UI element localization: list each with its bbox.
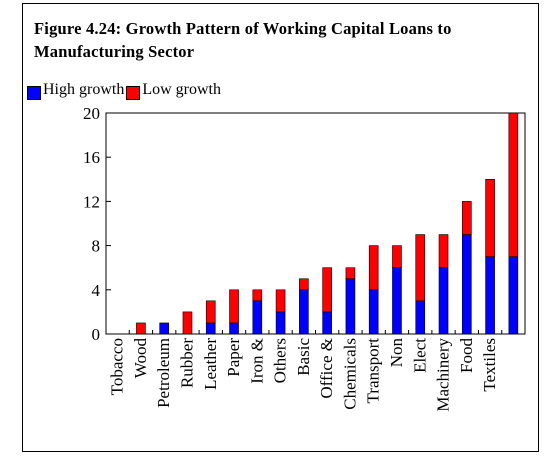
bar-low-growth xyxy=(136,322,146,335)
bar-low-growth xyxy=(322,267,332,313)
y-tick-label: 4 xyxy=(92,281,101,300)
legend-item-high: High growth xyxy=(27,80,124,100)
bar-low-growth xyxy=(485,179,495,257)
bar-high-growth xyxy=(415,300,426,335)
x-category-label: Transport xyxy=(364,338,383,404)
x-category-label: Non xyxy=(387,338,406,368)
bar-high-growth xyxy=(345,278,356,335)
chart-frame: Figure 4.24: Growth Pattern of Working C… xyxy=(22,3,539,452)
bar-low-growth xyxy=(205,300,216,324)
x-category-label: Wood xyxy=(131,338,150,379)
x-category-label: Food xyxy=(457,338,476,373)
bar-high-growth xyxy=(159,322,169,335)
x-category-label: Basic xyxy=(294,338,313,376)
x-category-label: Office & xyxy=(317,338,336,399)
y-tick-label: 0 xyxy=(92,325,101,344)
bar-low-growth xyxy=(182,311,193,335)
x-category-label: Iron & xyxy=(247,338,266,384)
legend-label-high: High growth xyxy=(43,81,125,98)
bar-high-growth xyxy=(322,311,332,335)
bar-low-growth xyxy=(299,278,309,291)
x-category-label: Tobacco xyxy=(108,338,127,395)
bar-high-growth xyxy=(229,322,239,335)
x-category-label: Petroleum xyxy=(154,338,173,408)
x-category-label: Machinery xyxy=(434,338,453,412)
y-tick-label: 12 xyxy=(83,192,100,211)
bar-high-growth xyxy=(462,234,472,335)
bar-low-growth xyxy=(392,245,402,269)
bar-low-growth xyxy=(415,234,426,302)
bar-low-growth xyxy=(345,267,356,280)
y-tick-label: 16 xyxy=(83,148,100,167)
bar-low-growth xyxy=(462,201,472,235)
legend-swatch-high xyxy=(27,86,41,100)
bar-high-growth xyxy=(252,300,263,335)
bar-low-growth xyxy=(508,112,519,257)
bar-high-growth xyxy=(438,267,449,335)
bar-high-growth xyxy=(508,256,519,335)
bar-high-growth xyxy=(485,256,495,335)
bar-high-growth xyxy=(368,289,379,335)
x-category-label: Others xyxy=(271,338,290,383)
bar-low-growth xyxy=(252,289,263,302)
x-category-label: Rubber xyxy=(177,338,196,388)
legend-item-low: Low growth xyxy=(126,80,221,100)
bar-low-growth xyxy=(275,289,286,313)
legend-label-low: Low growth xyxy=(142,81,221,98)
x-category-label: Textiles xyxy=(480,338,499,392)
chart-title: Figure 4.24: Growth Pattern of Working C… xyxy=(34,19,452,61)
x-category-label: Leather xyxy=(201,338,220,390)
y-tick-label: 8 xyxy=(92,237,101,256)
bar-low-growth xyxy=(368,245,379,291)
y-tick-label: 20 xyxy=(83,104,100,123)
bar-low-growth xyxy=(229,289,239,324)
bar-high-growth xyxy=(392,267,402,335)
bar-low-growth xyxy=(438,234,449,269)
x-category-label: Chemicals xyxy=(340,338,359,410)
bar-high-growth xyxy=(275,311,286,335)
x-category-label: Paper xyxy=(224,338,243,377)
bar-high-growth xyxy=(205,322,216,335)
bar-high-growth xyxy=(299,289,309,335)
legend-swatch-low xyxy=(126,86,141,100)
x-category-label: Elect xyxy=(410,338,429,373)
chart-legend: High growth Low growth xyxy=(27,80,223,100)
